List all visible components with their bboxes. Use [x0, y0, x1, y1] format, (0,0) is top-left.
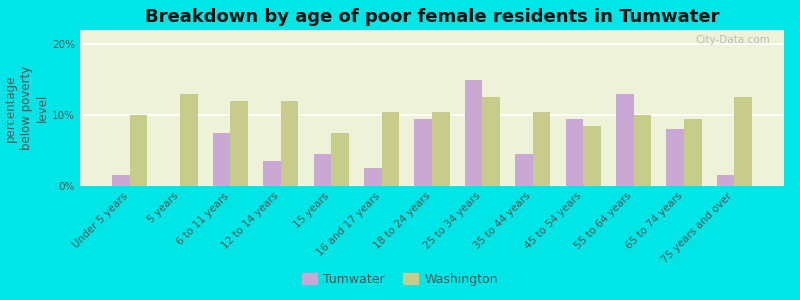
Bar — [130, 115, 147, 186]
Title: Breakdown by age of poor female residents in Tumwater: Breakdown by age of poor female resident… — [145, 8, 719, 26]
Bar — [180, 94, 198, 186]
Bar — [533, 112, 550, 186]
Bar — [717, 176, 734, 186]
Bar — [331, 133, 349, 186]
Bar — [432, 112, 450, 186]
Bar — [414, 118, 432, 186]
Bar — [364, 168, 382, 186]
Bar — [634, 115, 651, 186]
Bar — [482, 98, 500, 186]
Bar — [583, 126, 601, 186]
Bar — [465, 80, 482, 186]
Bar — [263, 161, 281, 186]
Bar — [314, 154, 331, 186]
Bar — [213, 133, 230, 186]
Y-axis label: percentage
below poverty
level: percentage below poverty level — [4, 66, 50, 150]
Bar — [666, 129, 684, 186]
Bar — [515, 154, 533, 186]
Bar — [112, 176, 130, 186]
Bar — [230, 101, 248, 186]
Legend: Tumwater, Washington: Tumwater, Washington — [297, 268, 503, 291]
Bar — [734, 98, 752, 186]
Bar — [382, 112, 399, 186]
Bar — [566, 118, 583, 186]
Bar — [281, 101, 298, 186]
Bar — [684, 118, 702, 186]
Text: City-Data.com: City-Data.com — [695, 35, 770, 45]
Bar — [616, 94, 634, 186]
